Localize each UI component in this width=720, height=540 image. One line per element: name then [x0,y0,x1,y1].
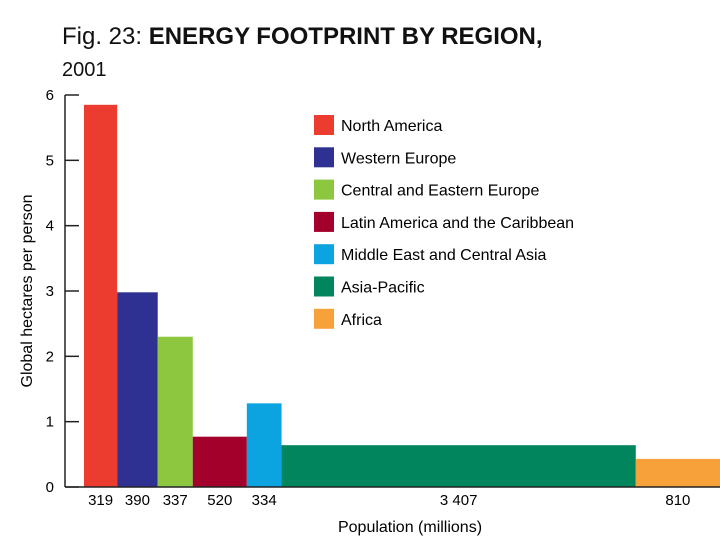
y-tick-label: 3 [46,283,54,300]
bar-north-america [84,104,118,488]
x-tick-label: 3 407 [440,492,478,509]
y-tick-label: 2 [46,348,54,365]
y-axis-title: Global hectares per person [19,195,36,388]
x-tick-label: 337 [163,492,188,509]
legend-swatch-africa [314,308,334,329]
legend-swatch-middle-east-and-central-asia [314,244,334,265]
legend-label-asia-pacific: Asia-Pacific [341,280,425,297]
chart-subtitle: 2001 [62,59,107,81]
chart-title: Fig. 23: ENERGY FOOTPRINT BY REGION, [62,22,543,52]
y-tick-label: 5 [46,152,54,169]
bars-group [84,104,720,488]
bar-middle-east-and-central-asia [246,403,282,487]
legend-label-middle-east-and-central-asia: Middle East and Central Asia [341,247,547,264]
y-tick-label: 1 [46,414,54,431]
x-labels-group: 319 390 337 520 334 3 407 810 [88,492,690,509]
legend-swatch-latin-america-and-the-caribbean [314,211,334,232]
y-tick-label: 6 [46,87,54,104]
y-tick-label: 4 [46,218,54,235]
legend-label-africa: Africa [341,312,382,329]
legend-swatch-central-and-eastern-europe [314,179,334,200]
legend-swatch-western-europe [314,147,334,168]
legend: North America Western Europe Central and E… [314,115,574,329]
bar-africa [635,458,720,487]
legend-label-north-america: North America [341,118,442,135]
bar-asia-pacific [281,445,636,487]
title-prefix: Fig. 23: [62,23,143,50]
y-tick-label: 0 [46,479,54,496]
bar-western-europe [117,292,158,487]
legend-label-latin-america-and-the-caribbean: Latin America and the Caribbean [341,215,574,232]
x-tick-label: 520 [207,492,232,509]
x-tick-label: 319 [88,492,113,509]
bar-central-and-eastern-europe [157,336,193,487]
x-axis-title: Population (millions) [338,519,482,536]
legend-label-western-europe: Western Europe [341,150,456,167]
x-tick-label: 810 [665,492,690,509]
x-tick-label: 390 [125,492,150,509]
x-tick-label: 334 [252,492,277,509]
legend-label-central-and-eastern-europe: Central and Eastern Europe [341,183,539,200]
legend-swatch-north-america [314,115,334,135]
title-main: ENERGY FOOTPRINT BY REGION, [148,23,543,50]
legend-swatch-asia-pacific [314,276,334,297]
y-ticks-group: 0 1 2 3 4 5 6 [46,87,79,496]
bar-latin-america-and-the-caribbean [192,436,247,487]
